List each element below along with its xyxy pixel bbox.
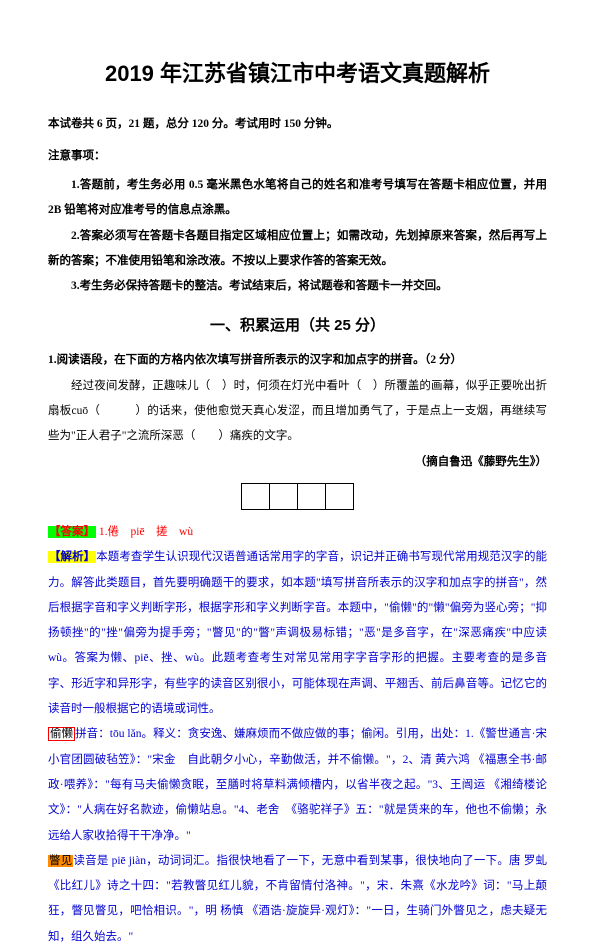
passage-text: 经过夜间发酵，正趣味儿（ ）时，何须在灯光中看叶（ ）所覆盖的画幕，似乎正要吮出… bbox=[48, 374, 547, 450]
answer-tag: 【答案】 bbox=[48, 526, 96, 538]
answer-line: 【答案】 1.倦 piē 搓 wù bbox=[48, 520, 547, 545]
section-1-title: 一、积累运用（共 25 分） bbox=[48, 309, 547, 342]
analysis-text: 本题考查学生认识现代汉语普通话常用字的字音，识记并正确书写现代常用规范汉字的能力… bbox=[48, 551, 547, 715]
answer-text: 1.倦 piē 搓 wù bbox=[99, 526, 193, 538]
question-1: 1.阅读语段，在下面的方格内依次填写拼音所表示的汉字和加点字的拼音。（2 分） bbox=[48, 348, 547, 373]
notice-item-2: 2.答案必须写在答题卡各题目指定区域相应位置上；如需改动，先划掉原来答案，然后再… bbox=[48, 224, 547, 275]
toulan-tag: 偷懒 bbox=[48, 727, 75, 741]
toulan-text: 拼音：tōu lǎn。释义：贪安逸、嫌麻烦而不做应做的事；偷闲。引用，出处：1.… bbox=[48, 728, 547, 841]
answer-boxes bbox=[48, 483, 547, 510]
toulan-block: 偷懒拼音：tōu lǎn。释义：贪安逸、嫌麻烦而不做应做的事；偷闲。引用，出处：… bbox=[48, 722, 547, 848]
pie-block: 瞥见读音是 piē jiàn，动词词汇。指很快地看了一下，无意中看到某事，很快地… bbox=[48, 849, 547, 950]
analysis-main: 【解析】本题考查学生认识现代汉语普通话常用字的字音，识记并正确书写现代常用规范汉… bbox=[48, 545, 547, 722]
pie-tag: 瞥见 bbox=[48, 855, 73, 867]
analysis-tag: 【解析】 bbox=[48, 551, 96, 563]
notice-item-1: 1.答题前，考生务必用 0.5 毫米黑色水笔将自己的姓名和准考号填写在答题卡相应… bbox=[48, 173, 547, 224]
answer-box-2 bbox=[270, 483, 298, 509]
pie-text: 读音是 piē jiàn，动词词汇。指很快地看了一下，无意中看到某事，很快地向了… bbox=[48, 855, 547, 943]
answer-box-1 bbox=[242, 483, 270, 509]
answer-box-3 bbox=[298, 483, 326, 509]
answer-box-4 bbox=[326, 483, 354, 509]
passage-source: （摘自鲁迅《藤野先生》） bbox=[48, 450, 547, 475]
exam-meta: 本试卷共 6 页，21 题，总分 120 分。考试用时 150 分钟。 bbox=[48, 112, 547, 137]
notice-item-3: 3.考生务必保持答题卡的整洁。考试结束后，将试题卷和答题卡一并交回。 bbox=[48, 274, 547, 299]
page-title: 2019 年江苏省镇江市中考语文真题解析 bbox=[48, 50, 547, 98]
notice-title: 注意事项： bbox=[48, 144, 547, 169]
